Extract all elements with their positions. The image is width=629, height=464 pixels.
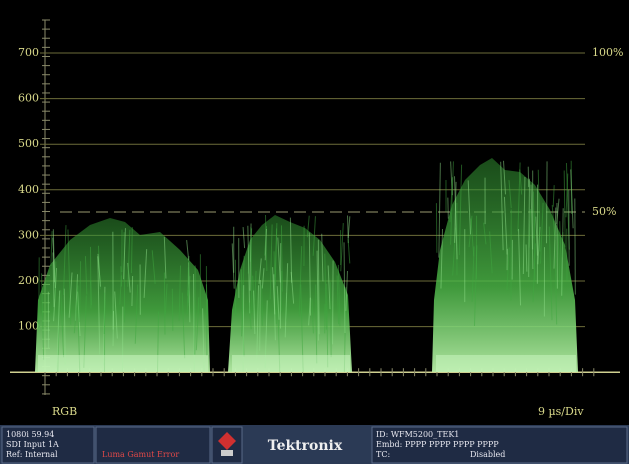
timebase-label: 9 µs/Div [538,405,584,418]
scale-label: 300 [18,228,39,241]
scale-label: 400 [18,183,39,196]
scale-label: 600 [18,92,39,105]
page: 700 600 500 400 300 200 100 100% 50% RGB 9 µs/Di… [0,0,629,464]
streak [547,161,548,243]
format: 1080i 59.94 [6,430,54,439]
streak [164,272,165,334]
scale-label: 200 [18,274,39,287]
reference: Ref: Internal [6,450,58,459]
gamut-error: Luma Gamut Error [102,450,179,459]
bright-base [38,355,208,372]
scale-label: 500 [18,137,39,150]
waveform-monitor: 700 600 500 400 300 200 100 100% 50% RGB 9 µs/Di… [0,0,629,464]
streak [132,276,133,306]
embedded-audio: Embd: PPPP PPPP PPPP PPPP [376,440,499,449]
percent-label: 100% [592,46,623,59]
streak [331,282,332,357]
channel-label: RGB [52,405,77,418]
percent-label: 50% [592,205,616,218]
streak [172,289,173,331]
timecode-label: TC: [376,450,390,459]
timecode-value: Disabled [470,450,505,459]
device-id: ID: WFM5200_TEK1 [376,430,459,439]
streak [260,280,261,351]
scale-label: 700 [18,46,39,59]
bright-base [232,355,350,372]
bright-base [436,355,576,372]
scale-label: 100 [18,320,39,333]
brand: Tektronix [268,438,343,454]
input: SDI Input 1A [6,440,59,449]
streak [262,285,263,325]
